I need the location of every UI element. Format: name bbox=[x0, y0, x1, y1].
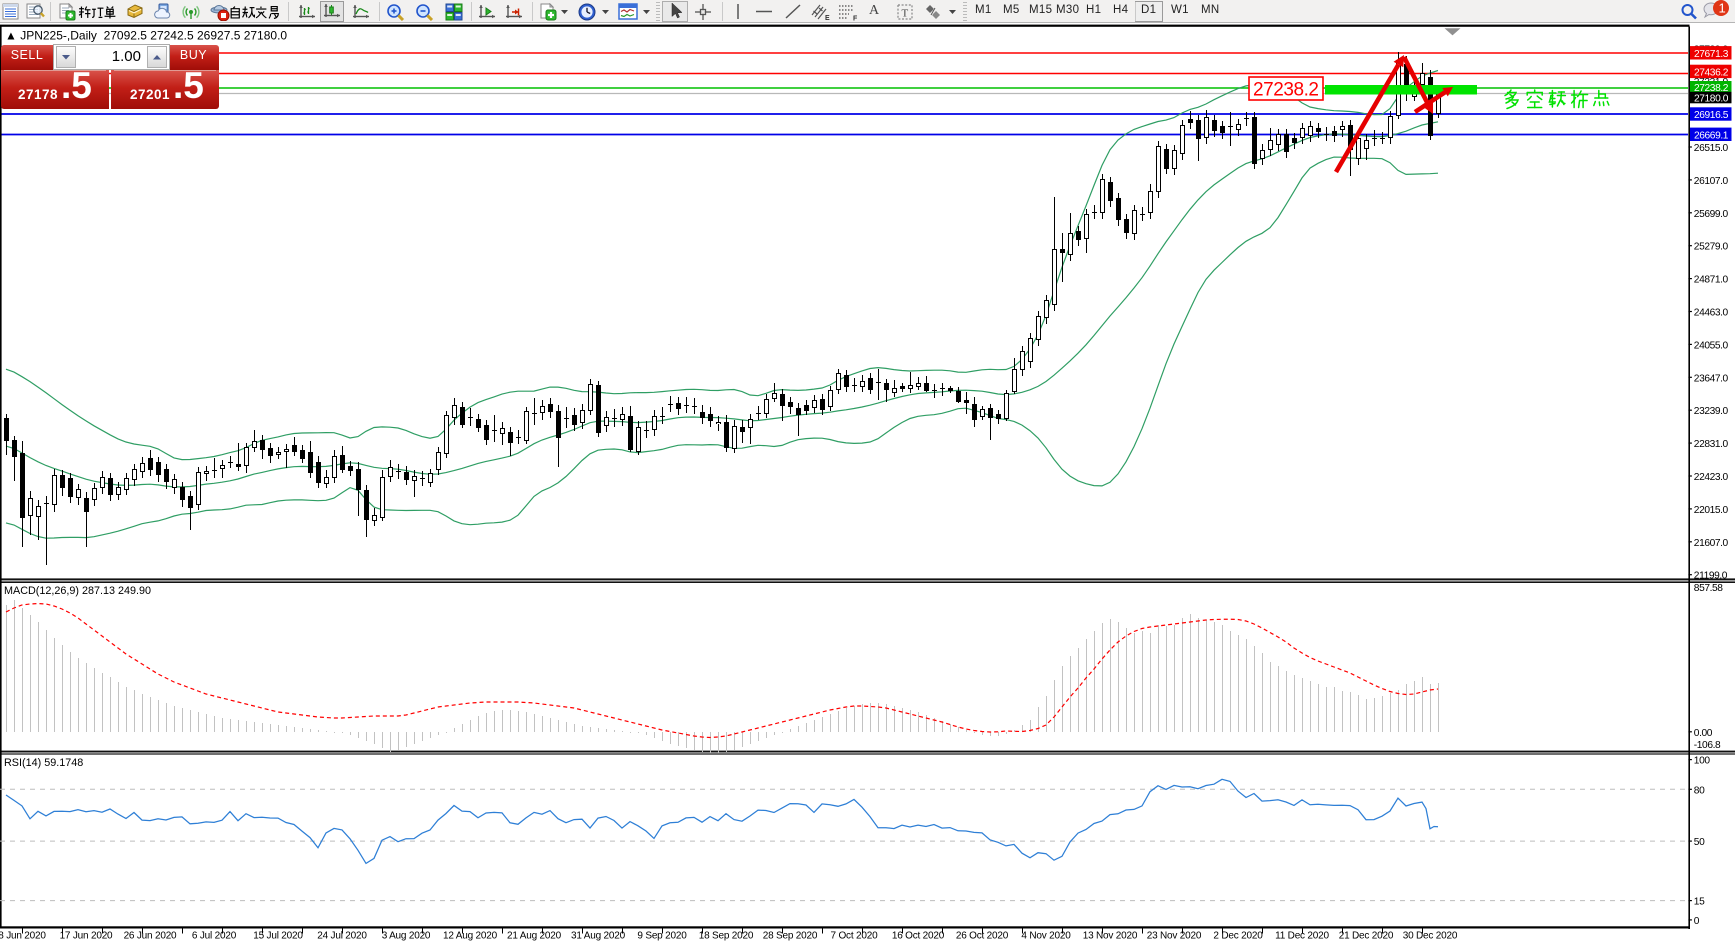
svg-text:24 Jul 2020: 24 Jul 2020 bbox=[317, 930, 367, 941]
svg-text:26 Jun 2020: 26 Jun 2020 bbox=[124, 930, 177, 941]
svg-text:22015.0: 22015.0 bbox=[1694, 505, 1729, 516]
svg-text:26916.5: 26916.5 bbox=[1694, 110, 1729, 121]
svg-text:25699.0: 25699.0 bbox=[1694, 209, 1729, 220]
svg-text:RSI(14) 59.1748: RSI(14) 59.1748 bbox=[4, 757, 83, 769]
svg-text:26515.0: 26515.0 bbox=[1694, 143, 1729, 154]
svg-text:17 Jun 2020: 17 Jun 2020 bbox=[60, 930, 113, 941]
svg-text:21 Dec 2020: 21 Dec 2020 bbox=[1339, 930, 1394, 941]
svg-text:22423.0: 22423.0 bbox=[1694, 472, 1729, 483]
svg-text:15: 15 bbox=[1694, 897, 1705, 908]
svg-text:8 Jun 2020: 8 Jun 2020 bbox=[0, 930, 46, 941]
svg-text:16 Oct 2020: 16 Oct 2020 bbox=[892, 930, 945, 941]
svg-text:24055.0: 24055.0 bbox=[1694, 340, 1729, 351]
svg-text:18 Sep 2020: 18 Sep 2020 bbox=[699, 930, 754, 941]
svg-text:80: 80 bbox=[1694, 785, 1705, 796]
svg-text:26669.1: 26669.1 bbox=[1694, 130, 1729, 141]
svg-text:0.00: 0.00 bbox=[1694, 728, 1713, 739]
svg-text:27436.2: 27436.2 bbox=[1694, 67, 1729, 78]
svg-text:24463.0: 24463.0 bbox=[1694, 308, 1729, 319]
svg-text:-106.8: -106.8 bbox=[1694, 740, 1721, 751]
svg-text:28 Sep 2020: 28 Sep 2020 bbox=[763, 930, 818, 941]
svg-text:MACD(12,26,9) 287.13 249.90: MACD(12,26,9) 287.13 249.90 bbox=[4, 585, 151, 597]
svg-text:27238.2: 27238.2 bbox=[1253, 80, 1319, 101]
svg-text:27180.0: 27180.0 bbox=[1694, 94, 1729, 105]
svg-text:▲ JPN225-,Daily 27092.5 27242: ▲ JPN225-,Daily 27092.5 27242.5 26927.5 … bbox=[5, 29, 287, 43]
svg-text:12 Aug 2020: 12 Aug 2020 bbox=[443, 930, 498, 941]
svg-text:100: 100 bbox=[1694, 756, 1711, 767]
svg-text:15 Jul 2020: 15 Jul 2020 bbox=[253, 930, 303, 941]
svg-text:50: 50 bbox=[1694, 837, 1705, 848]
svg-text:31 Aug 2020: 31 Aug 2020 bbox=[571, 930, 626, 941]
svg-text:1: 1 bbox=[1719, 1, 1726, 16]
svg-text:11 Dec 2020: 11 Dec 2020 bbox=[1275, 930, 1329, 941]
svg-text:25279.0: 25279.0 bbox=[1694, 242, 1729, 253]
svg-text:6 Jul 2020: 6 Jul 2020 bbox=[192, 930, 237, 941]
svg-text:T: T bbox=[902, 8, 909, 20]
svg-text:7 Oct 2020: 7 Oct 2020 bbox=[831, 930, 879, 941]
svg-text:4 Nov 2020: 4 Nov 2020 bbox=[1021, 930, 1071, 941]
svg-text:30 Dec 2020: 30 Dec 2020 bbox=[1403, 930, 1458, 941]
svg-text:13 Nov 2020: 13 Nov 2020 bbox=[1083, 930, 1138, 941]
svg-text:24871.0: 24871.0 bbox=[1694, 275, 1729, 286]
svg-text:3 Aug 2020: 3 Aug 2020 bbox=[382, 930, 431, 941]
svg-text:21 Aug 2020: 21 Aug 2020 bbox=[507, 930, 562, 941]
svg-text:23239.0: 23239.0 bbox=[1694, 406, 1729, 417]
svg-text:22831.0: 22831.0 bbox=[1694, 439, 1729, 450]
svg-text:26 Oct 2020: 26 Oct 2020 bbox=[956, 930, 1009, 941]
svg-text:F: F bbox=[853, 16, 858, 22]
svg-text:E: E bbox=[825, 15, 830, 21]
svg-text:21607.0: 21607.0 bbox=[1694, 538, 1729, 549]
svg-text:26107.0: 26107.0 bbox=[1694, 176, 1729, 187]
svg-text:27238.2: 27238.2 bbox=[1694, 83, 1729, 94]
svg-text:2 Dec 2020: 2 Dec 2020 bbox=[1213, 930, 1263, 941]
svg-text:9 Sep 2020: 9 Sep 2020 bbox=[637, 930, 687, 941]
svg-text:23 Nov 2020: 23 Nov 2020 bbox=[1147, 930, 1202, 941]
svg-text:27671.3: 27671.3 bbox=[1694, 49, 1729, 60]
svg-text:21199.0: 21199.0 bbox=[1694, 571, 1728, 582]
svg-text:857.58: 857.58 bbox=[1694, 583, 1723, 594]
svg-text:0: 0 bbox=[1694, 916, 1700, 927]
svg-text:23647.0: 23647.0 bbox=[1694, 373, 1729, 384]
